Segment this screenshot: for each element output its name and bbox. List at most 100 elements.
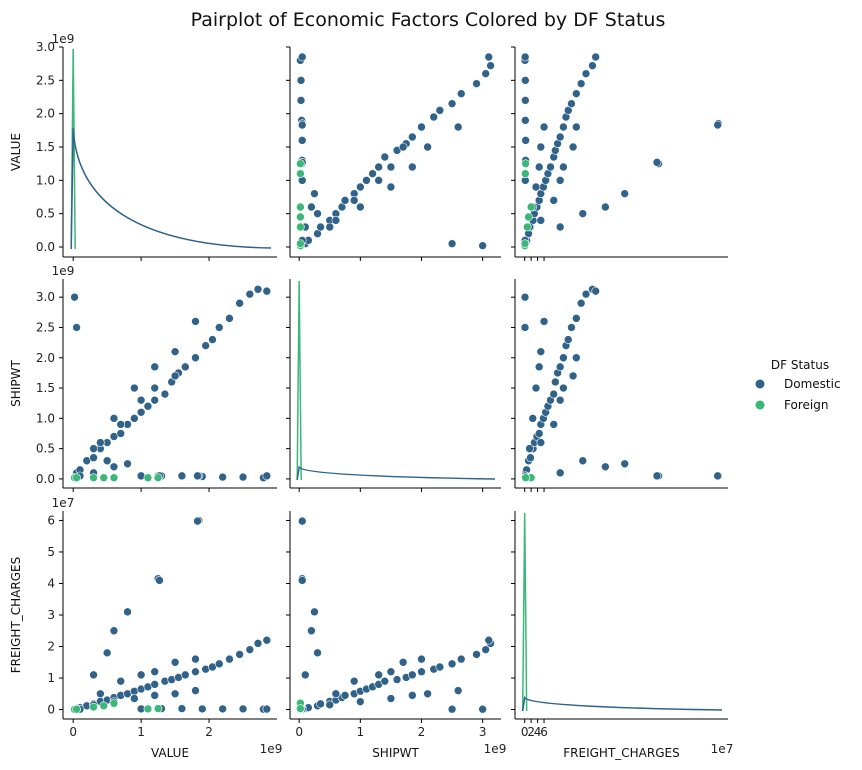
point-domestic (568, 142, 578, 152)
point-domestic (150, 383, 160, 393)
point-domestic (408, 132, 417, 142)
point-domestic (568, 371, 578, 381)
x-axis-label-value: VALUE (151, 746, 189, 760)
y-tick-label: 4 (47, 576, 55, 590)
point-domestic (398, 142, 408, 152)
point-domestic (130, 414, 139, 423)
point-foreign (296, 212, 305, 222)
y-scale-label: 1e9 (52, 264, 75, 278)
point-domestic (408, 670, 417, 680)
y-tick-label: 2.0 (36, 351, 55, 365)
point-foreign (524, 212, 533, 222)
point-domestic (170, 689, 180, 699)
point-foreign (72, 473, 81, 483)
point-domestic (536, 438, 546, 447)
panel-shipwt-vs-freight_charges (511, 279, 728, 492)
x-tick-label: 2 (527, 725, 535, 739)
point-foreign (521, 159, 530, 168)
point-domestic (555, 362, 565, 372)
legend-marker-domestic (755, 379, 765, 389)
point-domestic (484, 635, 494, 645)
point-domestic (555, 176, 565, 185)
point-foreign (526, 202, 536, 212)
point-domestic (423, 142, 432, 152)
point-domestic (150, 680, 160, 689)
point-domestic (116, 429, 126, 438)
point-foreign (296, 202, 305, 212)
y-axis-label-freight_charges: FREIGHT_CHARGES (9, 557, 23, 673)
point-domestic (549, 420, 559, 429)
x-tick-label: 3 (479, 725, 487, 739)
point-domestic (253, 284, 263, 294)
point-domestic (520, 52, 530, 62)
point-domestic (713, 120, 722, 130)
point-domestic (559, 122, 568, 132)
point-domestic (578, 456, 588, 466)
point-domestic (620, 189, 630, 198)
point-domestic (245, 289, 255, 299)
x-tick-label: 0 (521, 725, 529, 739)
point-domestic (89, 453, 98, 463)
y-tick-label: 1.5 (36, 140, 55, 154)
point-domestic (349, 676, 359, 686)
point-domestic (116, 420, 126, 429)
point-domestic (559, 162, 568, 172)
point-domestic (150, 362, 160, 372)
point-domestic (536, 216, 546, 225)
point-domestic (307, 202, 316, 212)
point-domestic (297, 576, 307, 585)
y-tick-label: 3.0 (36, 290, 55, 304)
x-tick-label: 0 (69, 725, 77, 739)
point-domestic (567, 99, 576, 108)
y-tick-label: 2.0 (36, 107, 55, 121)
point-domestic (576, 79, 586, 88)
point-domestic (453, 122, 463, 132)
point-domestic (96, 438, 105, 447)
x-tick-label: 1 (357, 725, 365, 739)
point-domestic (531, 383, 541, 393)
point-domestic (386, 162, 396, 172)
point-domestic (423, 689, 432, 699)
point-domestic (549, 389, 559, 399)
point-domestic (481, 69, 491, 78)
panel-shipwt-vs-shipwt (286, 279, 501, 492)
point-domestic (262, 704, 272, 714)
point-domestic (235, 650, 244, 659)
point-domestic (536, 347, 546, 356)
point-domestic (380, 152, 390, 162)
point-domestic (193, 471, 202, 481)
point-domestic (417, 667, 426, 677)
point-domestic (225, 654, 234, 664)
y-tick-label: 1.5 (36, 381, 55, 395)
point-domestic (555, 468, 565, 478)
point-domestic (534, 429, 544, 438)
x-tick-label: 0 (295, 725, 303, 739)
legend-marker-foreign (755, 400, 765, 410)
point-domestic (576, 298, 586, 308)
y-tick-label: 6 (47, 513, 55, 527)
point-domestic (521, 96, 530, 105)
point-foreign (89, 702, 98, 712)
point-domestic (563, 335, 573, 344)
point-domestic (362, 176, 371, 185)
point-domestic (429, 112, 439, 122)
y-tick-label: 1.0 (36, 411, 55, 425)
point-domestic (572, 89, 581, 98)
point-foreign (521, 169, 530, 178)
point-domestic (374, 162, 383, 172)
point-domestic (525, 444, 534, 453)
point-domestic (591, 286, 600, 296)
point-domestic (262, 635, 272, 645)
kde-foreign (521, 512, 528, 712)
y-tick-label: 5 (47, 545, 55, 559)
point-domestic (417, 122, 426, 132)
point-domestic (555, 132, 565, 142)
point-domestic (578, 209, 588, 218)
point-domestic (536, 142, 546, 152)
point-domestic (559, 383, 568, 393)
y-tick-label: 0.5 (36, 442, 55, 456)
point-domestic (310, 189, 319, 198)
point-domestic (238, 472, 248, 482)
legend-label-foreign: Foreign (784, 398, 828, 412)
chart-title: Pairplot of Economic Factors Colored by … (191, 9, 666, 31)
